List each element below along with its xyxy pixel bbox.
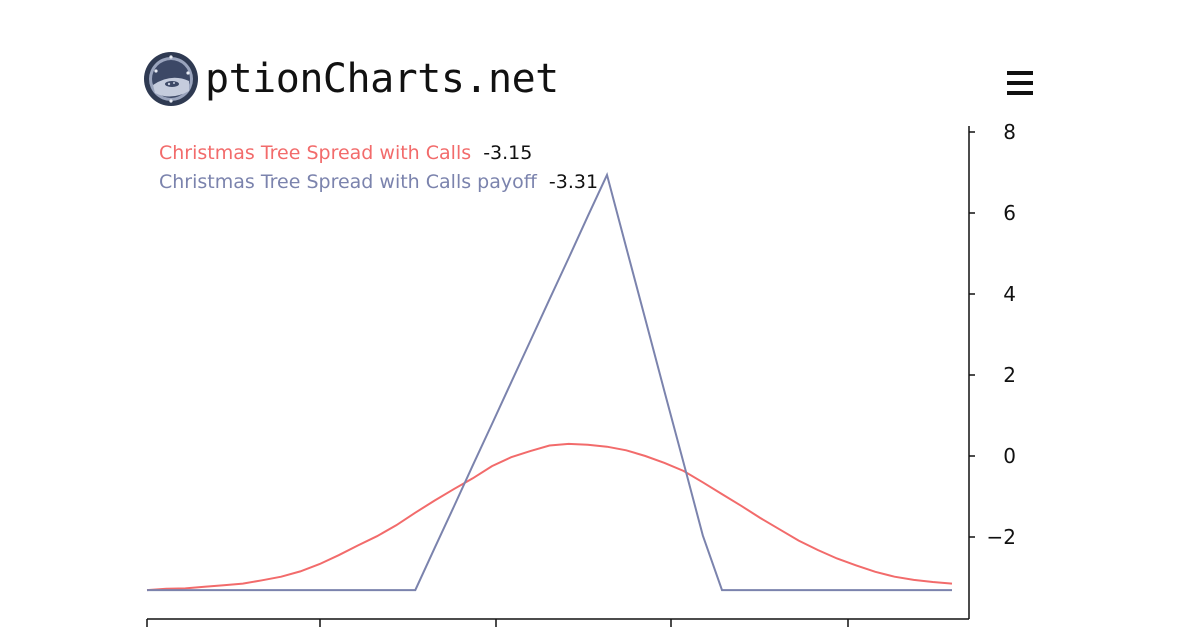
legend-value-payoff: -3.31 bbox=[549, 171, 598, 193]
brand-name: ptionCharts.net bbox=[205, 56, 559, 102]
asteroid-porthole-logo-icon bbox=[144, 52, 198, 106]
legend-value-profit: -3.15 bbox=[483, 142, 532, 164]
y-tick-label: 2 bbox=[1003, 363, 1016, 387]
hamburger-menu-icon[interactable] bbox=[1006, 69, 1034, 97]
x-axis-ticks bbox=[146, 619, 849, 627]
payoff-line-series bbox=[147, 171, 952, 592]
legend-label-payoff: Christmas Tree Spread with Calls payoff bbox=[159, 171, 538, 193]
legend-entry-payoff: Christmas Tree Spread with Calls payoff … bbox=[159, 171, 598, 193]
y-tick-label: 0 bbox=[1003, 444, 1016, 468]
legend-label-profit: Christmas Tree Spread with Calls bbox=[159, 142, 471, 164]
series-lines bbox=[146, 171, 953, 592]
legend-entry-profit: Christmas Tree Spread with Calls -3.15 bbox=[159, 142, 532, 164]
y-tick-label: 6 bbox=[1003, 201, 1016, 225]
y-tick-label: 4 bbox=[1003, 282, 1016, 306]
y-tick-label: 8 bbox=[1003, 120, 1016, 144]
y-tick-label: −2 bbox=[987, 525, 1016, 549]
y-axis-ticks: −2 0 2 4 6 8 bbox=[969, 120, 1016, 549]
profit-line-series bbox=[146, 442, 953, 592]
brand[interactable]: ptionCharts.net bbox=[143, 50, 559, 108]
